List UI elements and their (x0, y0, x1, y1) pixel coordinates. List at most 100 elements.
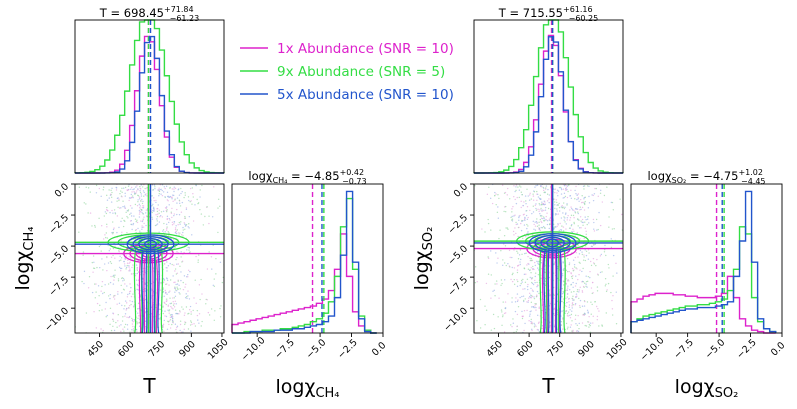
sample-dot (570, 197, 573, 200)
log-title-median: = −4.85 (287, 169, 339, 183)
log-x-ticklabel: −10.0 (239, 335, 267, 363)
sample-dot (540, 198, 542, 200)
sample-dot (164, 187, 166, 190)
sample-dot (116, 303, 118, 305)
sample-dot (161, 189, 163, 192)
sample-dot (560, 229, 563, 231)
sample-dot (118, 251, 120, 253)
sample-dot (139, 205, 141, 207)
sample-dot (137, 271, 140, 273)
sample-dot (557, 190, 560, 192)
log-title: logχCH₄ = −4.85+0.42 −0.73 (248, 168, 366, 186)
sample-dot (87, 287, 90, 289)
sample-dot (589, 322, 592, 324)
sample-dot (581, 290, 584, 292)
sample-dot (516, 293, 519, 295)
sample-dot (597, 195, 599, 197)
sample-dot (579, 299, 582, 302)
sample-dot (162, 326, 164, 328)
sample-dot (177, 224, 179, 226)
sample-dot (511, 301, 513, 303)
sample-dot (196, 309, 199, 312)
sample-dot (106, 223, 108, 226)
sample-dot (127, 210, 129, 212)
legend-label-3: 5x Abundance (SNR = 10) (277, 87, 454, 103)
sample-dot (157, 189, 160, 191)
sample-dot (566, 204, 568, 206)
sample-dot (608, 267, 610, 269)
sample-dot (128, 316, 130, 319)
sample-dot (178, 221, 181, 224)
sample-dot (571, 307, 573, 309)
sample-dot (534, 229, 537, 231)
sample-dot (506, 227, 509, 229)
sample-dot (580, 220, 582, 222)
sample-dot (93, 261, 95, 263)
sample-dot (174, 309, 177, 311)
log-x-ticklabel: −7.5 (672, 337, 696, 361)
sample-dot (126, 328, 129, 330)
sample-dot (115, 189, 118, 191)
sample-dot (566, 203, 568, 205)
sample-dot (102, 189, 104, 191)
sample-dot (487, 222, 490, 225)
sample-dot (577, 212, 579, 215)
sample-dot (495, 252, 497, 254)
sample-dot (129, 291, 131, 293)
sample-dot (502, 314, 504, 316)
T-ticklabel: 1050 (206, 337, 231, 362)
sample-dot (524, 252, 526, 255)
sample-dot (574, 303, 577, 305)
sample-dot (118, 260, 121, 262)
sample-dot (92, 267, 95, 269)
sample-dot (141, 198, 143, 201)
sample-dot (542, 225, 545, 228)
sample-dot (198, 284, 201, 286)
sample-dot (139, 230, 141, 232)
sample-dot (520, 186, 522, 188)
sample-dot (579, 262, 581, 264)
sample-dot (145, 193, 147, 195)
sample-dot (280, 306, 281, 307)
sample-dot (566, 185, 569, 187)
sample-dot (565, 187, 567, 190)
sample-dot (170, 211, 172, 213)
sample-dot (587, 207, 590, 209)
sample-dot (556, 225, 558, 228)
sample-dot (509, 256, 511, 259)
sample-dot (176, 286, 178, 288)
sample-dot (136, 288, 138, 291)
sample-dot (137, 201, 139, 203)
sample-dot (525, 214, 528, 217)
sample-dot (576, 290, 578, 293)
sample-dot (188, 215, 191, 218)
sample-dot (592, 322, 594, 324)
sample-dot (472, 189, 473, 190)
sample-dot (542, 186, 544, 189)
sample-dot (173, 213, 176, 215)
sample-dot (153, 199, 155, 202)
sample-dot (560, 206, 563, 208)
sample-dot (187, 328, 190, 330)
sample-dot (173, 247, 175, 250)
sample-dot (173, 214, 175, 217)
sample-dot (131, 329, 133, 331)
sample-dot (541, 221, 543, 224)
sample-dot (171, 216, 173, 219)
sample-dot (603, 194, 606, 197)
sample-dot (534, 261, 536, 264)
sample-dot (120, 207, 122, 209)
sample-dot (136, 204, 139, 207)
sample-dot (656, 300, 657, 301)
sample-dot (151, 216, 153, 218)
sample-dot (568, 304, 571, 306)
sample-dot (141, 206, 144, 209)
sample-dot (484, 231, 486, 233)
sample-dot (562, 318, 564, 320)
sample-dot (534, 186, 536, 188)
sample-dot (118, 325, 121, 327)
sample-dot (169, 219, 171, 221)
sample-dot (102, 292, 104, 295)
sample-dot (584, 221, 586, 223)
sample-dot (187, 246, 189, 249)
